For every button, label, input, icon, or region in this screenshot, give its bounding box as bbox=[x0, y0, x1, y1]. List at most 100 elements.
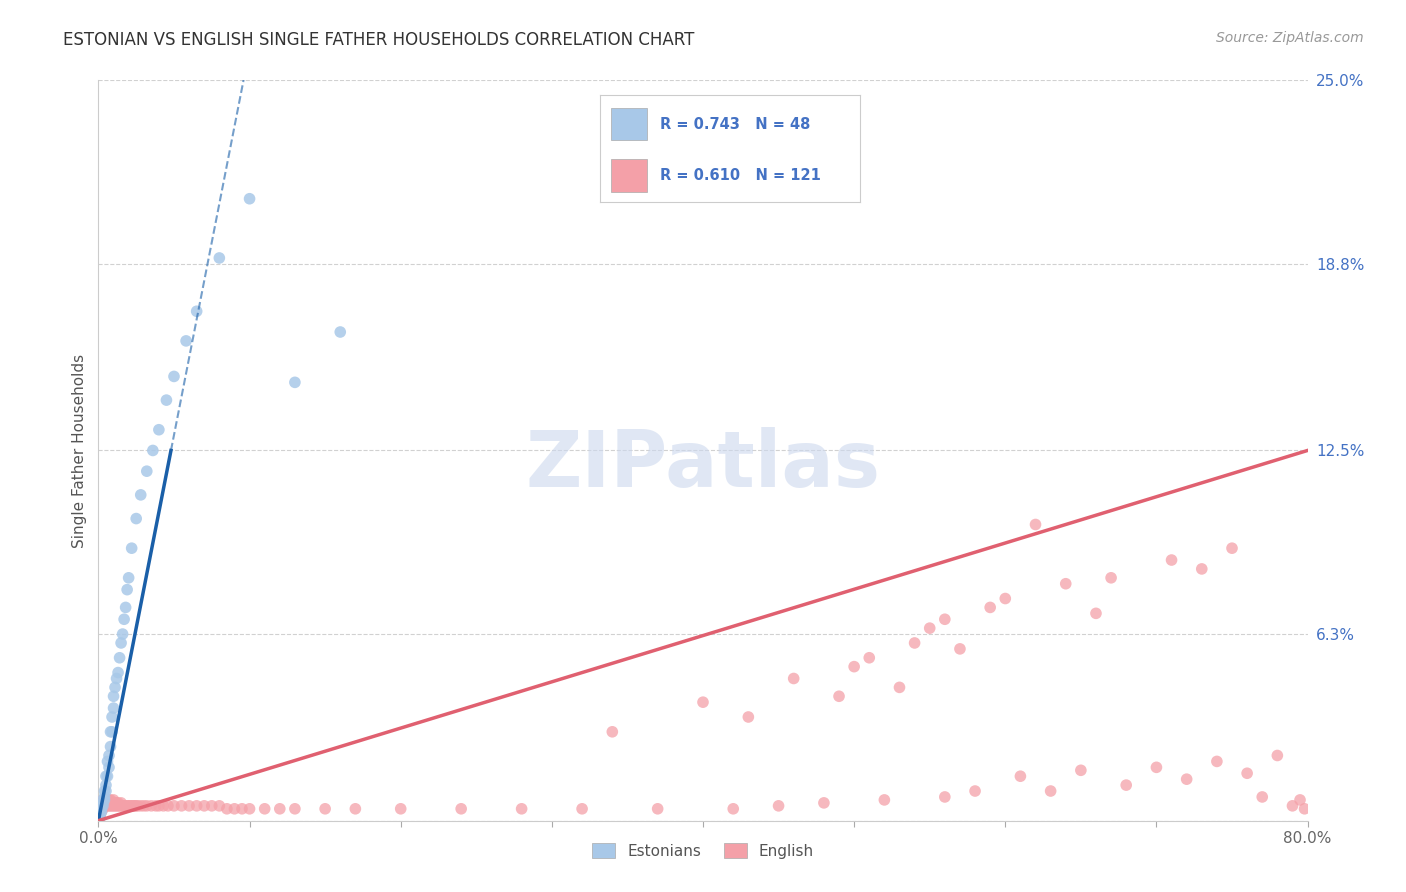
Point bbox=[918, 621, 941, 635]
Point bbox=[90, 805, 112, 819]
Text: ZIPatlas: ZIPatlas bbox=[526, 427, 880, 503]
Point bbox=[115, 582, 138, 597]
Point bbox=[103, 701, 125, 715]
Point bbox=[121, 541, 143, 556]
Point bbox=[96, 798, 118, 813]
Point bbox=[105, 796, 128, 810]
Point bbox=[965, 784, 987, 798]
Point bbox=[125, 798, 148, 813]
Point bbox=[1191, 562, 1213, 576]
Point bbox=[215, 802, 238, 816]
Point bbox=[107, 665, 129, 680]
Point bbox=[98, 760, 121, 774]
Point bbox=[1236, 766, 1258, 780]
Point bbox=[1175, 772, 1198, 787]
Point bbox=[129, 798, 152, 813]
Legend: Estonians, English: Estonians, English bbox=[586, 837, 820, 865]
Point bbox=[1144, 760, 1167, 774]
Point bbox=[152, 798, 174, 813]
Point bbox=[737, 710, 759, 724]
Point bbox=[114, 798, 136, 813]
Point bbox=[145, 798, 167, 813]
Point bbox=[100, 798, 122, 813]
Point bbox=[100, 796, 122, 810]
Point bbox=[934, 789, 956, 804]
Point bbox=[723, 802, 745, 816]
Point bbox=[1220, 541, 1243, 556]
Point bbox=[105, 798, 128, 813]
Point bbox=[1267, 748, 1289, 763]
Point bbox=[98, 798, 121, 813]
Point bbox=[647, 802, 669, 816]
Point bbox=[94, 778, 117, 792]
Point bbox=[284, 376, 307, 390]
Point bbox=[90, 805, 112, 819]
Point bbox=[90, 798, 112, 813]
Point bbox=[174, 334, 197, 348]
Point bbox=[121, 798, 143, 813]
Point bbox=[163, 798, 186, 813]
Point bbox=[1251, 789, 1274, 804]
Point bbox=[208, 251, 231, 265]
Point bbox=[844, 659, 866, 673]
Point bbox=[979, 600, 1001, 615]
Point bbox=[208, 798, 231, 813]
Point bbox=[344, 802, 367, 816]
Point bbox=[450, 802, 472, 816]
Point bbox=[1024, 517, 1046, 532]
Point bbox=[100, 793, 122, 807]
Point bbox=[239, 192, 262, 206]
Point bbox=[91, 798, 114, 813]
Point bbox=[108, 650, 131, 665]
Point bbox=[132, 798, 155, 813]
Point bbox=[156, 798, 179, 813]
Point bbox=[186, 304, 208, 318]
Point bbox=[889, 681, 911, 695]
Point bbox=[93, 798, 115, 813]
Point bbox=[89, 811, 111, 825]
Point bbox=[94, 769, 117, 783]
Point bbox=[269, 802, 291, 816]
Point bbox=[112, 798, 135, 813]
Point bbox=[239, 802, 262, 816]
Point bbox=[104, 796, 127, 810]
Point bbox=[148, 798, 170, 813]
Point bbox=[813, 796, 835, 810]
Text: ESTONIAN VS ENGLISH SINGLE FATHER HOUSEHOLDS CORRELATION CHART: ESTONIAN VS ENGLISH SINGLE FATHER HOUSEH… bbox=[63, 31, 695, 49]
Point bbox=[179, 798, 201, 813]
Point bbox=[90, 796, 112, 810]
Point bbox=[329, 325, 352, 339]
Point bbox=[98, 793, 121, 807]
Point bbox=[110, 798, 132, 813]
Point bbox=[224, 802, 246, 816]
Point bbox=[93, 793, 115, 807]
Point bbox=[120, 798, 142, 813]
Point bbox=[1010, 769, 1032, 783]
Point bbox=[94, 798, 117, 813]
Point bbox=[94, 784, 117, 798]
Point bbox=[108, 798, 131, 813]
Point bbox=[314, 802, 336, 816]
Point bbox=[934, 612, 956, 626]
Point bbox=[163, 369, 186, 384]
Point bbox=[103, 796, 125, 810]
Point bbox=[193, 798, 215, 813]
Point bbox=[90, 802, 112, 816]
Point bbox=[170, 798, 193, 813]
Point bbox=[284, 802, 307, 816]
Point bbox=[111, 627, 134, 641]
Point bbox=[91, 802, 114, 816]
Point bbox=[98, 748, 121, 763]
Point bbox=[96, 793, 118, 807]
Point bbox=[110, 636, 132, 650]
Point bbox=[1281, 798, 1303, 813]
Point bbox=[91, 796, 114, 810]
Point bbox=[93, 793, 115, 807]
Point bbox=[155, 393, 177, 408]
Point bbox=[118, 798, 141, 813]
Point bbox=[1070, 764, 1092, 778]
Point bbox=[114, 600, 136, 615]
Point bbox=[93, 784, 115, 798]
Point bbox=[1160, 553, 1182, 567]
Point bbox=[91, 793, 114, 807]
